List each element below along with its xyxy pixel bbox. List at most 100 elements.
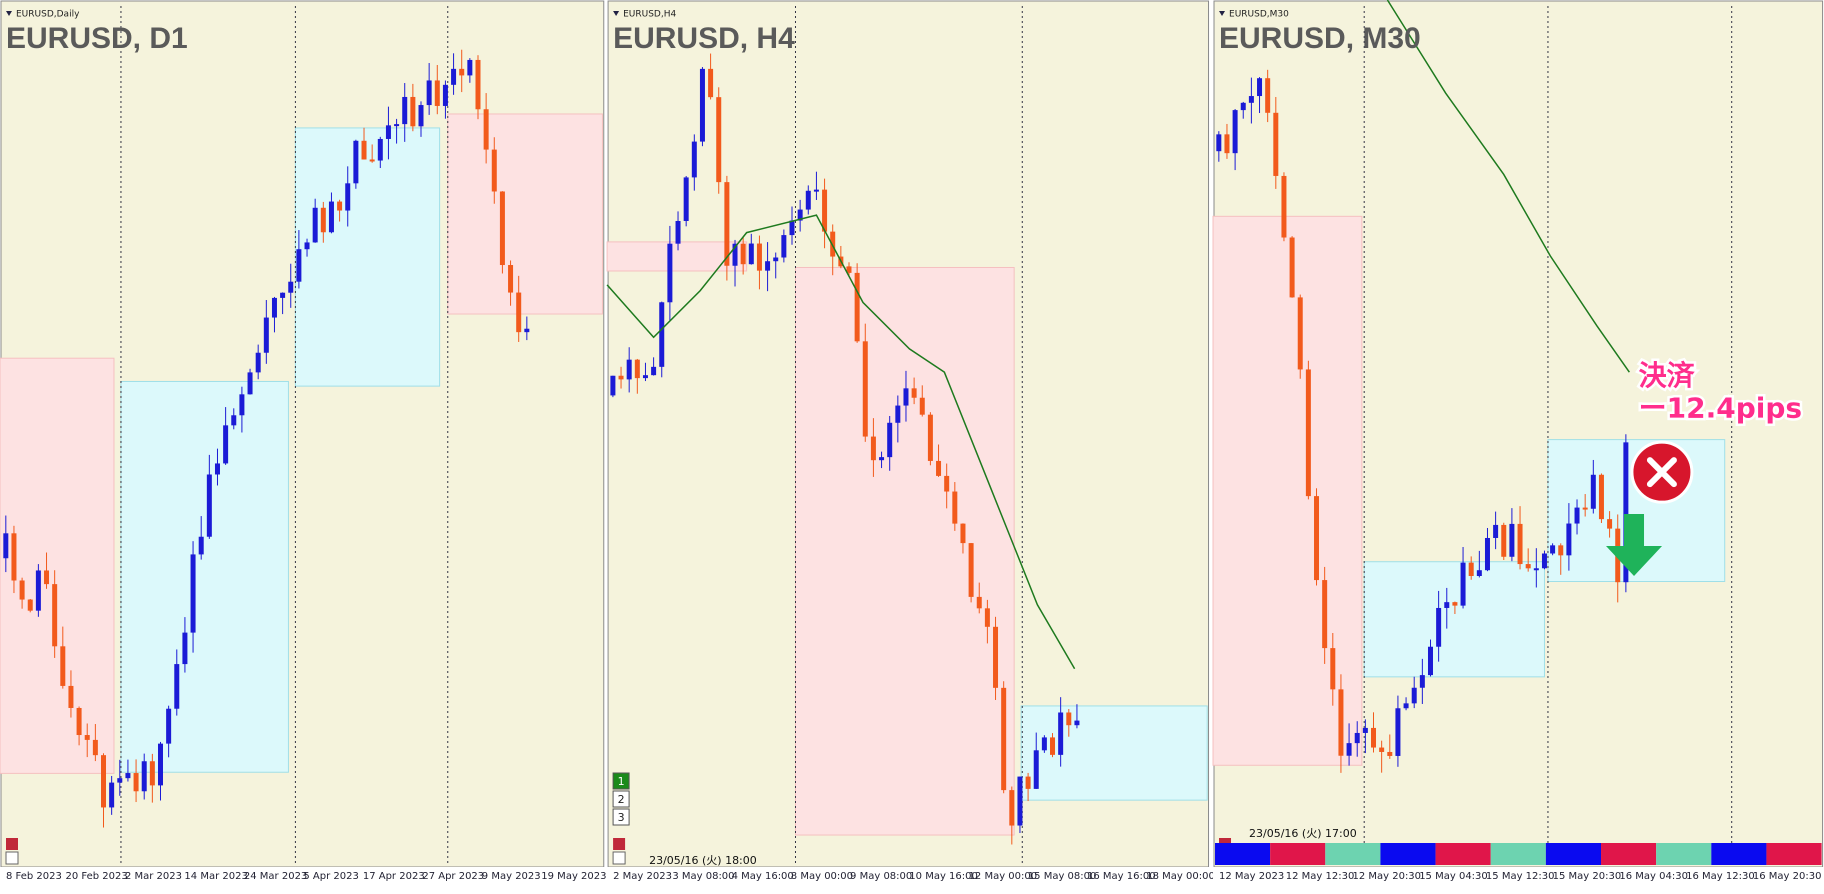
window-menu-icon [1219, 11, 1226, 16]
candle-body [1468, 562, 1474, 577]
close-button[interactable] [613, 838, 626, 850]
candle-body [1419, 675, 1425, 688]
candle-body [44, 570, 50, 585]
candle-body [1216, 134, 1222, 152]
candle-body [1074, 720, 1080, 726]
candle-body [1338, 689, 1344, 756]
candle-body [35, 570, 41, 611]
close-button[interactable] [6, 838, 18, 850]
x-axis-label: 20 Feb 2023 [65, 871, 127, 882]
candle-body [1558, 545, 1564, 556]
candle-body [960, 523, 966, 544]
candle-body [708, 68, 714, 98]
chart-title: EURUSD, M30 [1219, 22, 1421, 55]
candle-body [1322, 580, 1328, 649]
x-axis-label: 2 Mar 2023 [125, 871, 182, 882]
candle-body [870, 436, 876, 461]
moving-average [1386, 0, 1630, 373]
candle-body [651, 366, 657, 376]
candle-body [976, 596, 982, 609]
candle-body [846, 266, 852, 273]
zone-box [606, 241, 748, 272]
candle-body [328, 201, 334, 233]
candle-body [231, 415, 237, 426]
x-axis-label: 8 Feb 2023 [6, 871, 62, 882]
candle-body [92, 739, 98, 756]
chart-title: EURUSD, D1 [6, 22, 188, 55]
small-button[interactable] [5, 851, 19, 865]
candle-body [1273, 112, 1279, 176]
candle-body [459, 68, 465, 76]
candle-body [1484, 537, 1490, 571]
timestamp: 23/05/16 (火) 17:00 [1249, 827, 1357, 840]
candle-body [3, 533, 9, 559]
candle-body [1033, 750, 1039, 789]
candle-body [1066, 712, 1072, 726]
candle-body [125, 773, 131, 779]
x-axis-label: 8 May 00:00 [791, 871, 853, 882]
candle-body [789, 220, 795, 236]
candle-body [451, 68, 457, 85]
x-axis-label: 14 Mar 2023 [184, 871, 247, 882]
candle-body [434, 80, 440, 106]
x-axis-label: 16 May 16:00 [1087, 871, 1156, 882]
x-axis-label: 16 May 12:30 [1686, 871, 1755, 882]
session-strip [1215, 843, 1271, 865]
candle-body [1387, 751, 1393, 756]
candle-body [19, 580, 25, 600]
x-axis-label: 15 May 12:30 [1486, 871, 1555, 882]
candle-body [1009, 790, 1015, 826]
candle-body [255, 352, 261, 373]
candle-body [1541, 553, 1547, 569]
candle-body [1501, 524, 1507, 557]
candle-body [377, 138, 383, 161]
candle-body [418, 105, 424, 127]
chart-window: EURUSD,Daily EURUSD, D1 8 Feb 2023 20 Feb 2… [0, 0, 607, 889]
number-button[interactable] [612, 790, 630, 808]
candle-body [659, 302, 665, 367]
candle-body [1476, 570, 1482, 577]
candle-body [223, 425, 229, 464]
candle-body [675, 220, 681, 244]
candle-body [1427, 646, 1433, 676]
candle-body [214, 463, 220, 475]
candle-body [1041, 737, 1047, 751]
candle-body [1590, 474, 1596, 509]
candle-body [182, 632, 188, 665]
candle-body [1354, 732, 1360, 744]
candle-body [369, 159, 375, 162]
candle-body [1533, 568, 1539, 571]
number-button[interactable] [612, 808, 630, 826]
candle-body [1362, 727, 1368, 733]
candle-body [109, 782, 115, 808]
session-strip [1656, 843, 1712, 865]
candle-body [1330, 648, 1336, 690]
candle-body [626, 359, 632, 380]
zone-box [120, 380, 289, 773]
candle-body [1444, 602, 1450, 608]
annotation: ー12.4pips [1639, 391, 1802, 424]
zone-box [447, 113, 603, 315]
candle-body [483, 109, 489, 150]
candle-body [60, 646, 66, 686]
candle-body [84, 735, 90, 740]
candle-body [101, 755, 107, 808]
candle-body [724, 182, 730, 266]
candle-body [634, 359, 640, 379]
candle-body [1607, 519, 1613, 529]
candle-body [952, 491, 958, 524]
zone-box [294, 127, 441, 387]
candle-body [247, 372, 253, 395]
x-axis-label: 12 May 00:00 [969, 871, 1038, 882]
number-button[interactable] [612, 772, 630, 790]
x-axis-label: 15 May 08:00 [1028, 871, 1097, 882]
x-axis-label: 5 Apr 2023 [303, 871, 358, 882]
candle-body [1281, 175, 1287, 238]
x-axis-label: 2 May 2023 [613, 871, 672, 882]
candle-body [385, 125, 391, 139]
candle-body [1305, 369, 1311, 497]
candle-body [756, 243, 762, 271]
candle-body [304, 242, 310, 250]
candle-body [765, 261, 771, 271]
small-button[interactable] [612, 851, 626, 865]
